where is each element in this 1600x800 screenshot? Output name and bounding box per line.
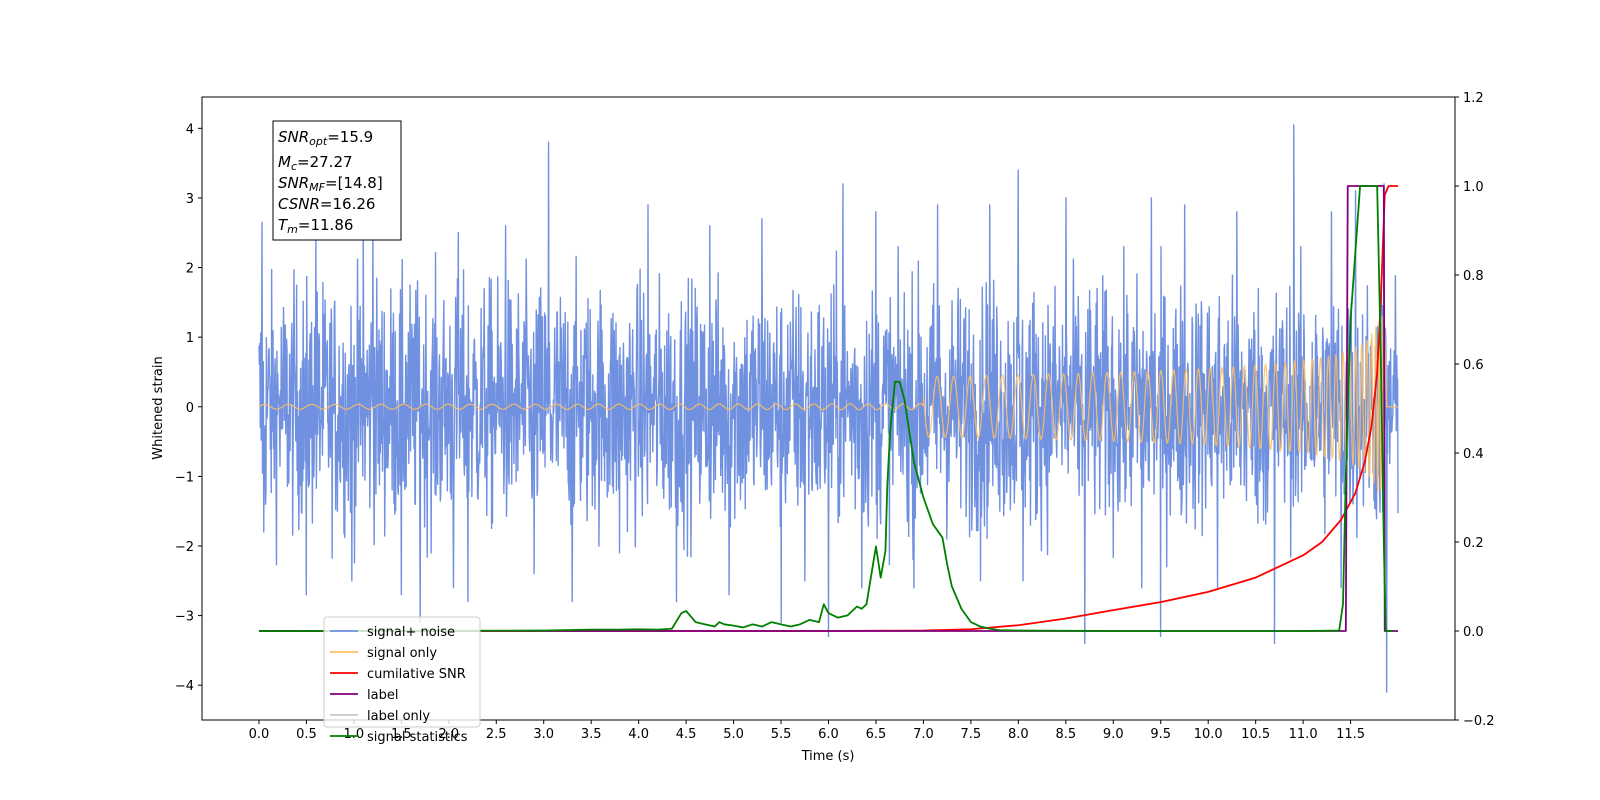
x-tick-label: 4.0: [628, 727, 649, 742]
legend: signal+ noise signal only cumilative SNR la…: [323, 616, 481, 745]
series-signal-only-line: [258, 316, 1399, 497]
y-axis-right: 1.2 1.0 0.8 0.6 0.4 0.2 0.0 −0.2: [1455, 91, 1495, 729]
info-mc: Mc=27.27: [278, 153, 353, 173]
y-right-tick-label: −0.2: [1463, 714, 1495, 729]
x-tick-label: 4.5: [676, 727, 697, 742]
x-tick-label: 11.0: [1289, 727, 1318, 742]
x-tick-label: 10.5: [1241, 727, 1270, 742]
x-tick-label: 10.0: [1194, 727, 1223, 742]
x-tick-label: 2.0: [438, 727, 459, 742]
legend-label: label: [367, 688, 398, 703]
x-tick-label: 0.5: [296, 727, 317, 742]
y-left-tick-label: 4: [186, 122, 194, 137]
info-snr-opt: SNRopt=15.9: [278, 128, 373, 148]
x-tick-label: 1.5: [391, 727, 412, 742]
info-box: SNRopt=15.9 Mc=27.27 SNRMF=[14.8] CSNR=1…: [272, 120, 402, 241]
x-tick-label: 11.5: [1336, 727, 1365, 742]
x-axis: 0.0 0.5 1.0 1.5 2.0 2.5 3.0 3.5 4.0 4.5 5.0 5.5 6.0 6…: [249, 720, 1365, 742]
y-right-tick-label: 0.2: [1463, 536, 1484, 551]
x-tick-label: 5.5: [771, 727, 792, 742]
info-tm: Tm=11.86: [278, 216, 353, 236]
x-tick-label: 7.0: [913, 727, 934, 742]
y-left-tick-label: 3: [186, 192, 194, 207]
y-axis-label-left: Whitened strain: [151, 356, 166, 459]
series-signal-noise-line: [258, 124, 1399, 693]
info-snr-mf: SNRMF=[14.8]: [278, 174, 383, 194]
x-tick-label: 9.0: [1103, 727, 1124, 742]
x-tick-label: 1.0: [344, 727, 365, 742]
info-csnr: CSNR=16.26: [278, 195, 375, 213]
y-left-tick-label: 0: [186, 401, 194, 416]
y-right-tick-label: 1.0: [1463, 180, 1484, 195]
y-left-tick-label: −3: [175, 610, 194, 625]
y-left-tick-label: 1: [186, 331, 194, 346]
series-layer: [258, 124, 1399, 693]
x-tick-label: 7.5: [961, 727, 982, 742]
legend-label: signal only: [367, 646, 437, 661]
x-tick-label: 2.5: [486, 727, 507, 742]
y-right-tick-label: 0.0: [1463, 625, 1484, 640]
y-right-tick-label: 0.4: [1463, 447, 1484, 462]
x-tick-label: 8.5: [1055, 727, 1076, 742]
series-signal-statistics-line: [258, 185, 1394, 632]
x-tick-label: 6.0: [818, 727, 839, 742]
y-right-tick-label: 0.8: [1463, 269, 1484, 284]
y-right-tick-label: 0.6: [1463, 358, 1484, 373]
y-left-tick-label: −2: [175, 540, 194, 555]
x-tick-label: 9.5: [1150, 727, 1171, 742]
x-tick-label: 0.0: [249, 727, 270, 742]
legend-label: signal+ noise: [367, 625, 455, 640]
x-tick-label: 5.0: [723, 727, 744, 742]
legend-label: signal statistics: [367, 730, 468, 745]
legend-label: cumilative SNR: [367, 667, 466, 682]
x-tick-label: 6.5: [866, 727, 887, 742]
legend-label: label only: [367, 709, 430, 724]
legend-entries: signal+ noise signal only cumilative SNR la…: [330, 625, 468, 745]
x-tick-label: 3.5: [581, 727, 602, 742]
x-axis-label: Time (s): [801, 749, 855, 764]
y-left-tick-label: 2: [186, 262, 194, 277]
legend-frame: [323, 616, 481, 728]
y-right-tick-label: 1.2: [1463, 91, 1484, 106]
x-tick-label: 8.0: [1008, 727, 1029, 742]
y-left-tick-label: −1: [175, 470, 194, 485]
x-tick-label: 3.0: [533, 727, 554, 742]
y-left-tick-label: −4: [175, 679, 194, 694]
info-box-frame: [272, 120, 402, 241]
y-axis-left: 4 3 2 1 0 −1 −2 −3 −4: [175, 122, 202, 694]
